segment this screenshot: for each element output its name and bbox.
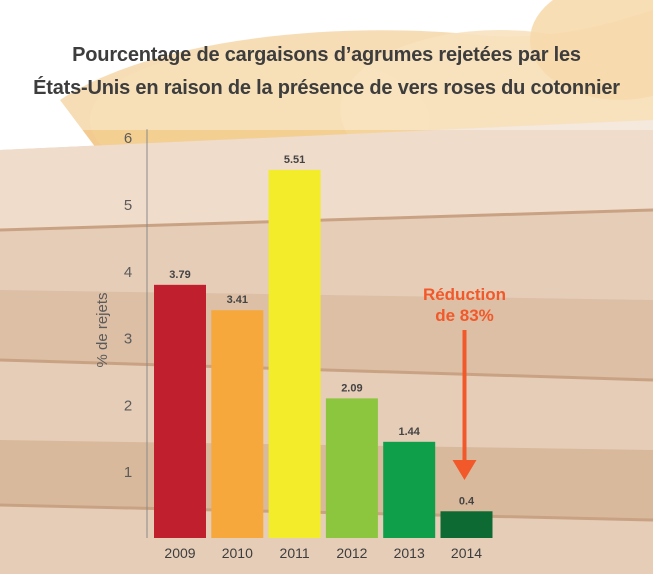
annotation-line-2: de 83%: [435, 306, 494, 325]
x-tick-label-2014: 2014: [451, 545, 482, 561]
data-labels: 3.79 3.41 5.51 2.09 1.44 0.4: [169, 154, 475, 507]
x-tick-label-2010: 2010: [222, 545, 253, 561]
y-tick-label: 4: [124, 264, 132, 281]
bar-2011: [268, 169, 321, 538]
x-tick-labels: 2009 2010 2011 2012 2013 2014: [164, 545, 482, 561]
data-label-2012: 2.09: [341, 382, 362, 394]
chart-title-line-1: Pourcentage de cargaisons d’agrumes reje…: [72, 44, 581, 66]
y-tick-label: 5: [124, 197, 132, 214]
x-tick-label-2009: 2009: [164, 545, 195, 561]
y-tick-label: 3: [124, 331, 132, 348]
y-tick-label: 1: [124, 464, 132, 481]
bar-2009: [154, 284, 206, 538]
x-tick-label-2013: 2013: [394, 545, 425, 561]
y-tick-label: 2: [124, 397, 132, 414]
reduction-arrow-head: [452, 460, 477, 480]
data-label-2010: 3.41: [227, 294, 248, 306]
bar-2010: [211, 310, 264, 538]
y-tick-label: 6: [124, 130, 132, 147]
bar-2013: [383, 441, 436, 538]
data-label-2014: 0.4: [459, 495, 475, 507]
x-tick-label-2011: 2011: [280, 545, 310, 561]
bars: [154, 169, 493, 538]
chart-title-line-2: États-Unis en raison de la présence de v…: [33, 77, 620, 99]
bar-2012: [325, 398, 378, 538]
data-label-2011: 5.51: [284, 154, 305, 166]
y-axis-label: % de rejets: [94, 292, 111, 367]
bar-2014: [440, 511, 493, 538]
annotation-line-1: Réduction: [423, 285, 506, 304]
reduction-annotation: Réduction de 83%: [423, 285, 506, 480]
data-label-2009: 3.79: [169, 269, 190, 281]
x-tick-label-2012: 2012: [336, 545, 367, 561]
data-label-2013: 1.44: [398, 426, 420, 438]
y-axis: 1 2 3 4 5 6 % de rejets: [94, 129, 148, 538]
